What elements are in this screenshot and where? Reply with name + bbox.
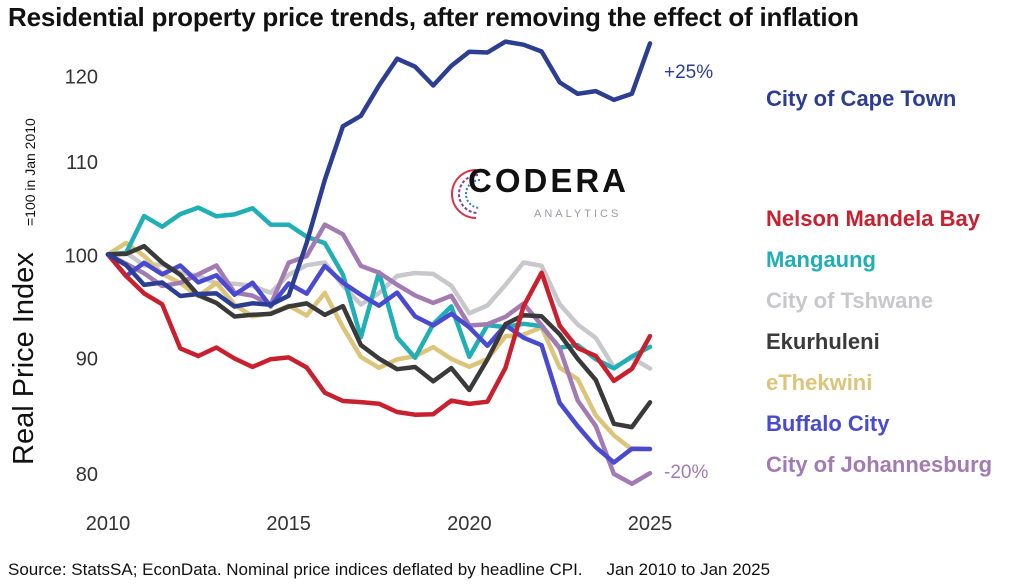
legend-item: City of Tshwane [766,288,933,313]
y-tick-label: 120 [65,67,98,89]
legend-item: City of Cape Town [766,86,956,111]
series-lines [105,39,653,487]
annotations: +25% -20% [664,62,713,483]
legend-item: City of Johannesburg [766,452,992,477]
footer: Source: StatsSA; EconData. Nominal price… [8,560,770,580]
series-line [105,252,653,465]
y-axis: 80 90 100 110 120 [65,67,98,487]
chart-title: Residential property price trends, after… [8,2,859,32]
series-line [105,39,653,309]
source-note: Source: StatsSA; EconData. Nominal price… [8,560,583,579]
logo-word: CODERA [468,162,630,199]
y-tick-label: 110 [66,152,98,174]
x-tick-label: 2025 [628,513,673,535]
codera-logo: CODERA ANALYTICS [448,162,648,234]
series-line [105,252,653,417]
legend-item: eThekwini [766,370,872,395]
legend: City of Cape Town Nelson Mandela Bay Manga… [766,86,992,477]
series-line [105,222,653,487]
y-tick-label: 80 [76,464,98,486]
y-tick-label: 100 [65,245,98,267]
logo-mark-icon [451,169,481,219]
y-tick-label: 90 [76,349,98,371]
period-note: Jan 2010 to Jan 2025 [606,560,771,579]
legend-item: Ekurhuleni [766,329,880,354]
x-tick-label: 2020 [447,513,492,535]
legend-item: Nelson Mandela Bay [766,206,981,231]
annotation-label: -20% [664,462,708,483]
y-axis-label: Real Price Index [8,252,40,465]
legend-item: Buffalo City [766,411,890,436]
x-tick-label: 2010 [86,513,131,535]
legend-item: Mangaung [766,247,876,272]
annotation-label: +25% [664,62,713,83]
y-axis-note: =100 in Jan 2010 [22,118,38,226]
logo-subword: ANALYTICS [534,208,622,220]
x-axis: 2010 2015 2020 2025 [86,513,673,535]
x-tick-label: 2015 [266,513,311,535]
